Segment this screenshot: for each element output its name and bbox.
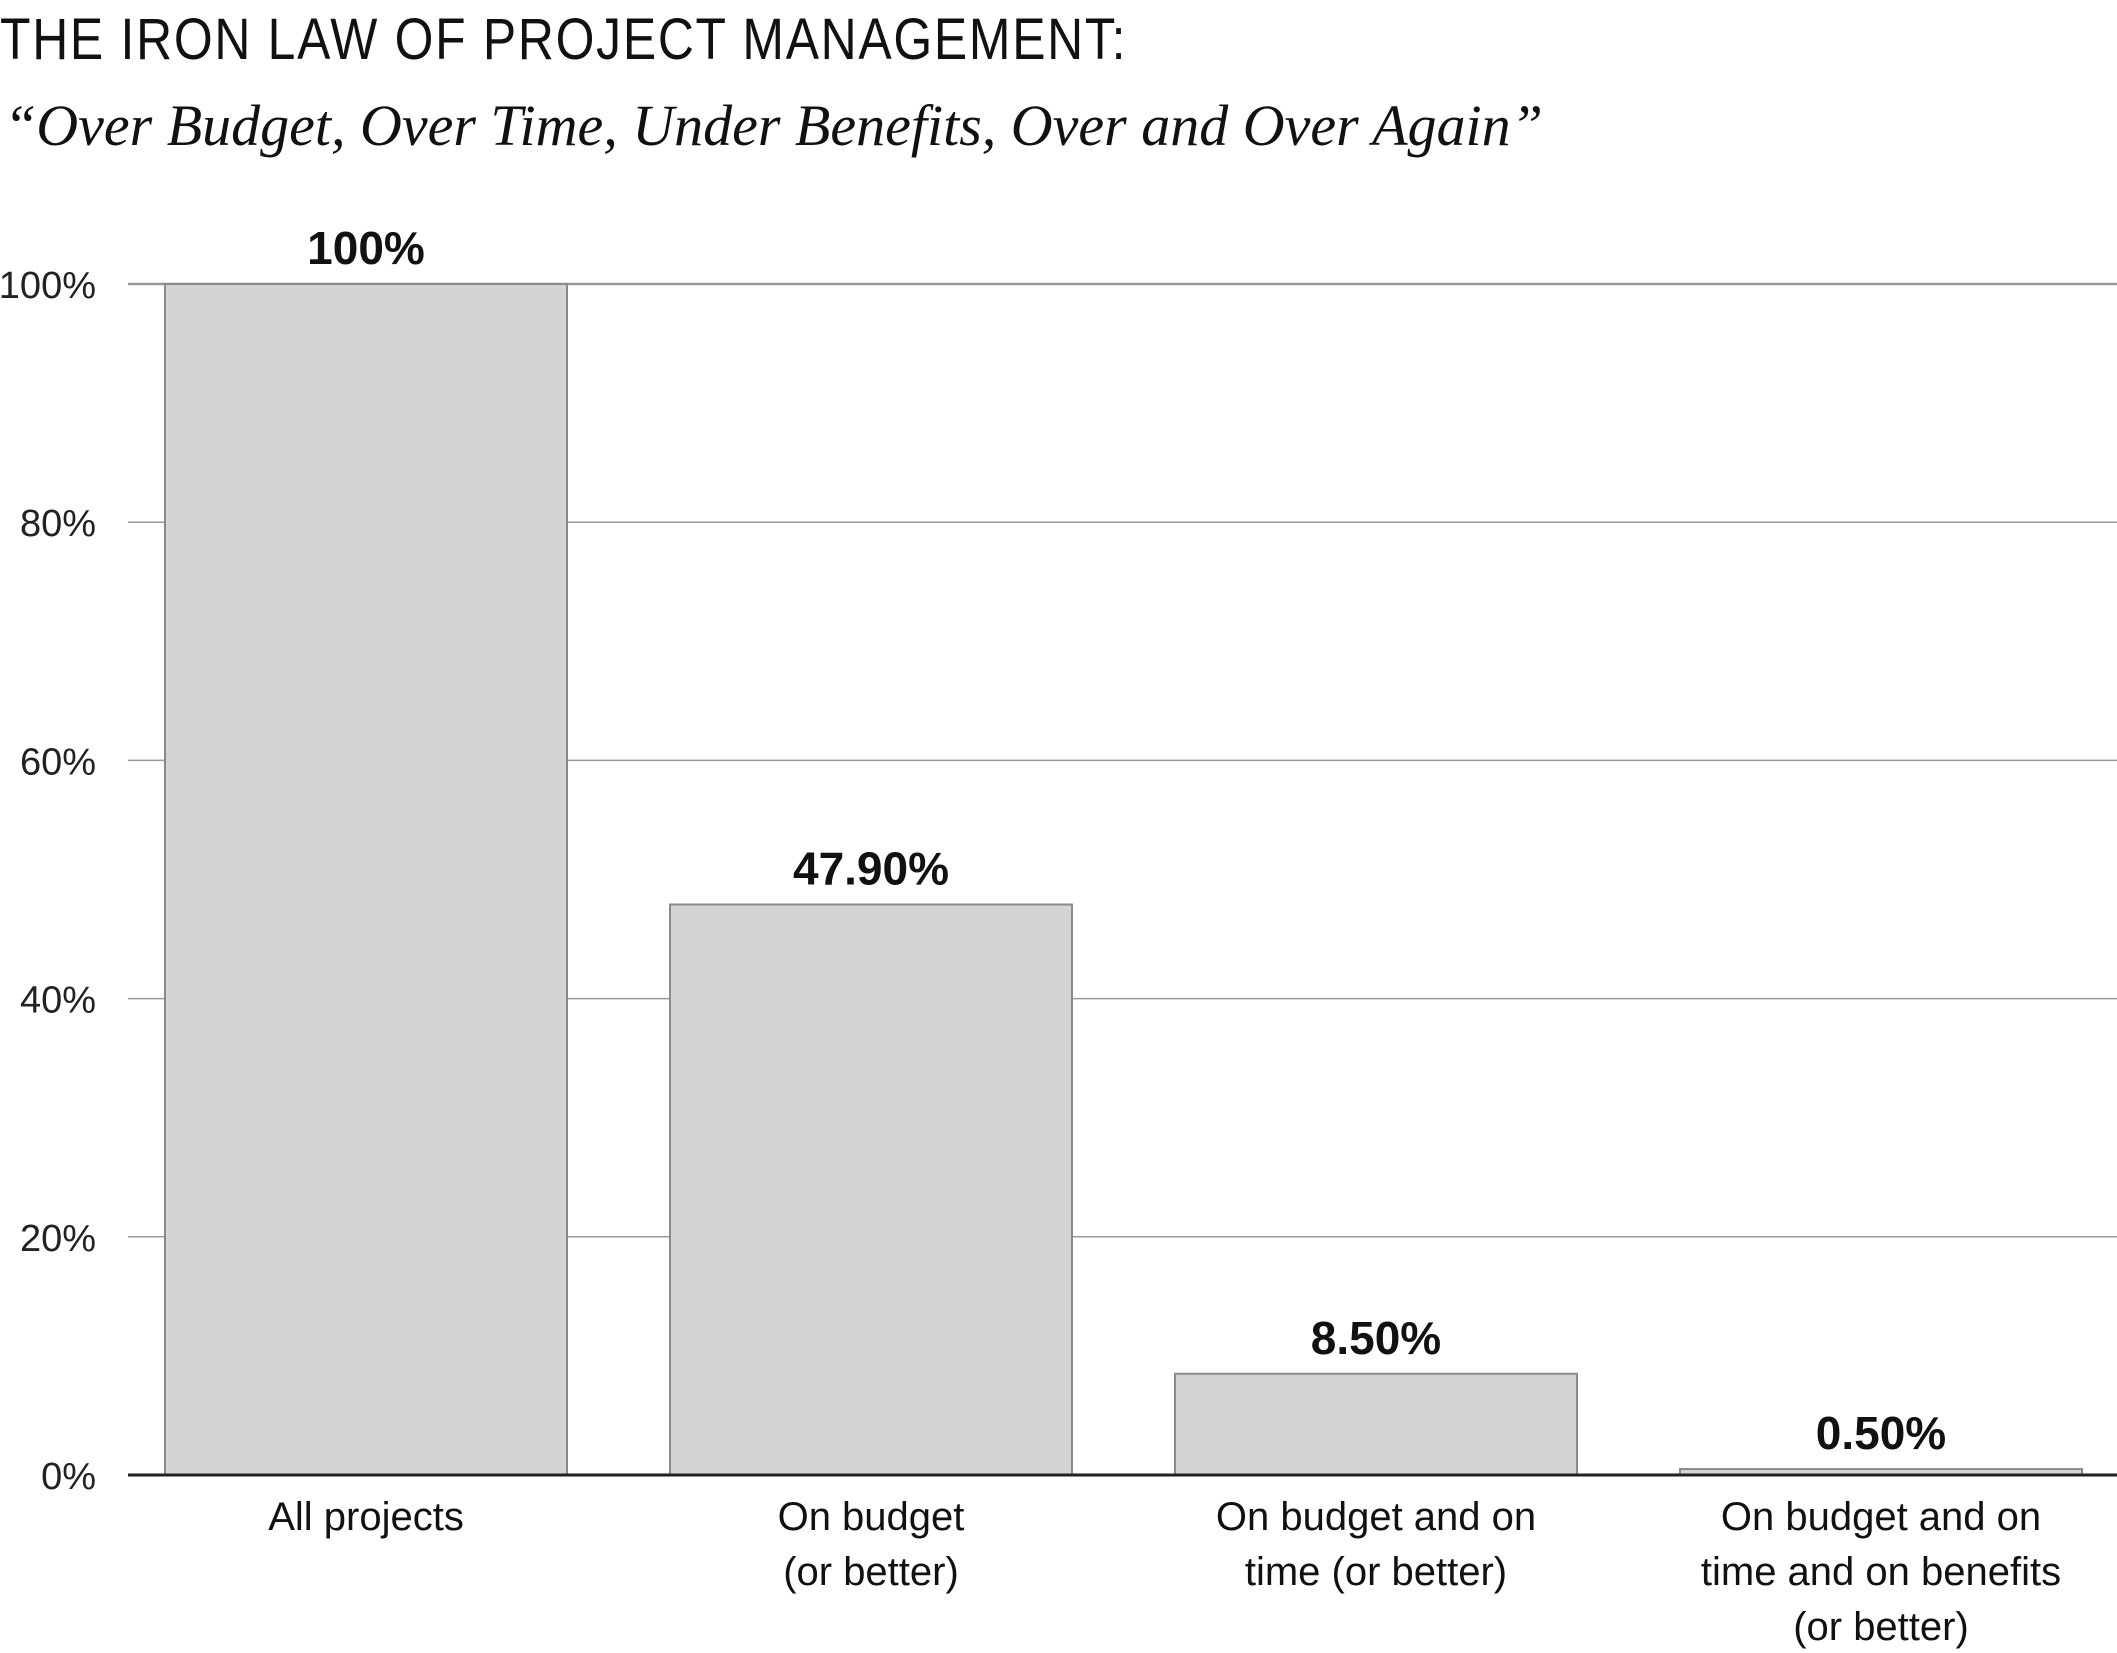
value-labels: 100% 47.90% 8.50% 0.50%: [307, 222, 1946, 1459]
bars: [164, 283, 2083, 1477]
category-label-line: time (or better): [1245, 1550, 1507, 1594]
y-tick-label: 0%: [41, 1456, 96, 1498]
category-label: All projects: [268, 1495, 464, 1539]
category-labels: All projects On budget (or better)On budge…: [268, 1495, 2061, 1649]
bar-1: [164, 283, 568, 1476]
category-label: On budget and on time (or better): [1216, 1495, 1536, 1594]
y-tick-label: 60%: [20, 741, 96, 783]
y-tick-label: 20%: [20, 1218, 96, 1260]
chart-title: THE IRON LAW OF PROJECT MANAGEMENT:: [0, 7, 1128, 72]
value-label: 47.90%: [793, 843, 949, 895]
category-label-line: All projects: [268, 1495, 464, 1539]
value-label: 0.50%: [1816, 1407, 1946, 1459]
category-label-line: On budget and on: [1216, 1495, 1536, 1539]
category-label: On budget and on time and on benefits (or …: [1701, 1495, 2061, 1649]
category-label-line: (or better): [783, 1550, 959, 1594]
y-tick-label: 80%: [20, 503, 96, 545]
category-label-line: time and on benefits: [1701, 1550, 2061, 1594]
category-label: On budget (or better): [778, 1495, 965, 1594]
bar-3: [1174, 1372, 1578, 1477]
value-label: 8.50%: [1311, 1312, 1441, 1364]
chart-subtitle: “Over Budget, Over Time, Under Benefits,…: [4, 93, 1543, 158]
value-label: 100%: [307, 222, 425, 274]
y-axis-tick-labels: 0% 20% 40% 60% 80% 100%: [0, 265, 96, 1498]
bar-2: [669, 903, 1073, 1476]
y-tick-label: 40%: [20, 980, 96, 1022]
y-tick-label: 100%: [0, 265, 96, 307]
category-label-line: On budget: [778, 1495, 965, 1539]
category-label-line: On budget and on: [1721, 1495, 2041, 1539]
category-label-line: (or better): [1793, 1605, 1969, 1649]
